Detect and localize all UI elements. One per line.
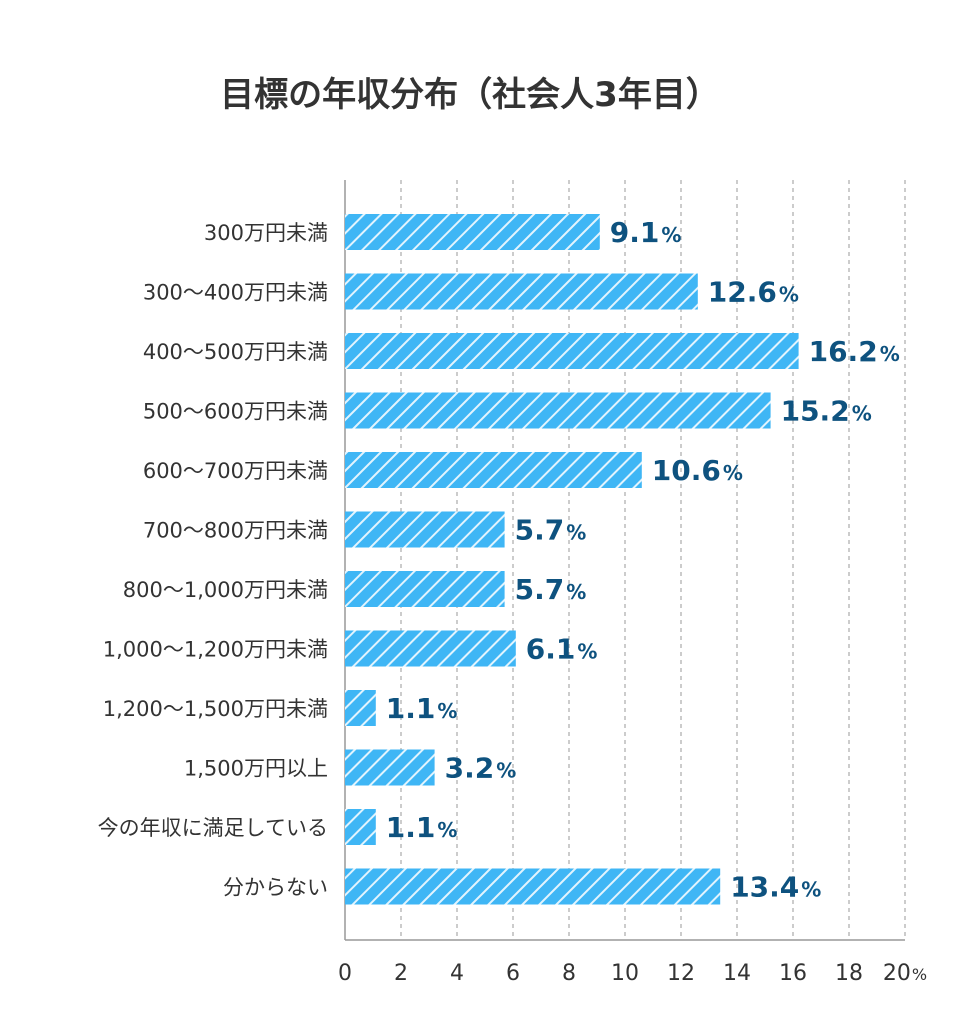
category-label: 1,200〜1,500万円未満 [103, 697, 328, 721]
bar [345, 571, 505, 607]
category-label: 400〜500万円未満 [143, 340, 328, 364]
category-label: 700〜800万円未満 [143, 519, 328, 543]
x-tick-label: 12 [667, 961, 695, 986]
category-label: 1,000〜1,200万円未満 [103, 638, 328, 662]
bar [345, 630, 516, 667]
bar [345, 392, 771, 429]
bar [345, 868, 721, 905]
category-label: 800〜1,000万円未満 [123, 578, 328, 602]
x-tick-label: 10 [611, 961, 639, 986]
bar [345, 749, 435, 786]
category-label: 500〜600万円未満 [143, 400, 328, 424]
bar [345, 273, 698, 310]
bar [345, 452, 642, 488]
data-label: 13.4% [730, 871, 821, 904]
data-label: 1.1% [386, 811, 458, 844]
data-label: 10.6% [652, 454, 743, 487]
category-label: 今の年収に満足している [98, 816, 328, 840]
x-tick-label: 6 [506, 961, 520, 986]
data-label: 5.7% [515, 514, 587, 547]
bar [345, 333, 799, 369]
x-tick-label: 14 [723, 961, 751, 986]
data-label: 6.1% [526, 633, 598, 666]
chart-title: 目標の年収分布（社会人3年目） [220, 75, 720, 115]
x-tick-label: 2 [394, 961, 408, 986]
bar [345, 511, 505, 548]
data-label: 1.1% [386, 692, 458, 725]
data-label: 9.1% [610, 216, 682, 249]
x-tick-label: 4 [450, 961, 464, 986]
x-tick-label: 0 [338, 961, 352, 986]
data-label: 12.6% [708, 276, 799, 309]
x-tick-label: 18 [835, 961, 863, 986]
bar [345, 809, 376, 845]
data-label: 5.7% [515, 573, 587, 606]
x-tick-label: 20% [883, 961, 927, 986]
x-tick-label: 16 [779, 961, 807, 986]
x-tick-label: 8 [562, 961, 576, 986]
bar [345, 690, 376, 726]
category-label: 300万円未満 [204, 221, 328, 245]
category-label: 1,500万円以上 [184, 757, 328, 781]
category-label: 300〜400万円未満 [143, 281, 328, 305]
category-label: 分からない [223, 876, 328, 900]
category-label: 600〜700万円未満 [143, 459, 328, 483]
data-label: 16.2% [809, 335, 900, 368]
data-label: 15.2% [781, 395, 872, 428]
bar [345, 214, 600, 250]
data-label: 3.2% [445, 752, 517, 785]
